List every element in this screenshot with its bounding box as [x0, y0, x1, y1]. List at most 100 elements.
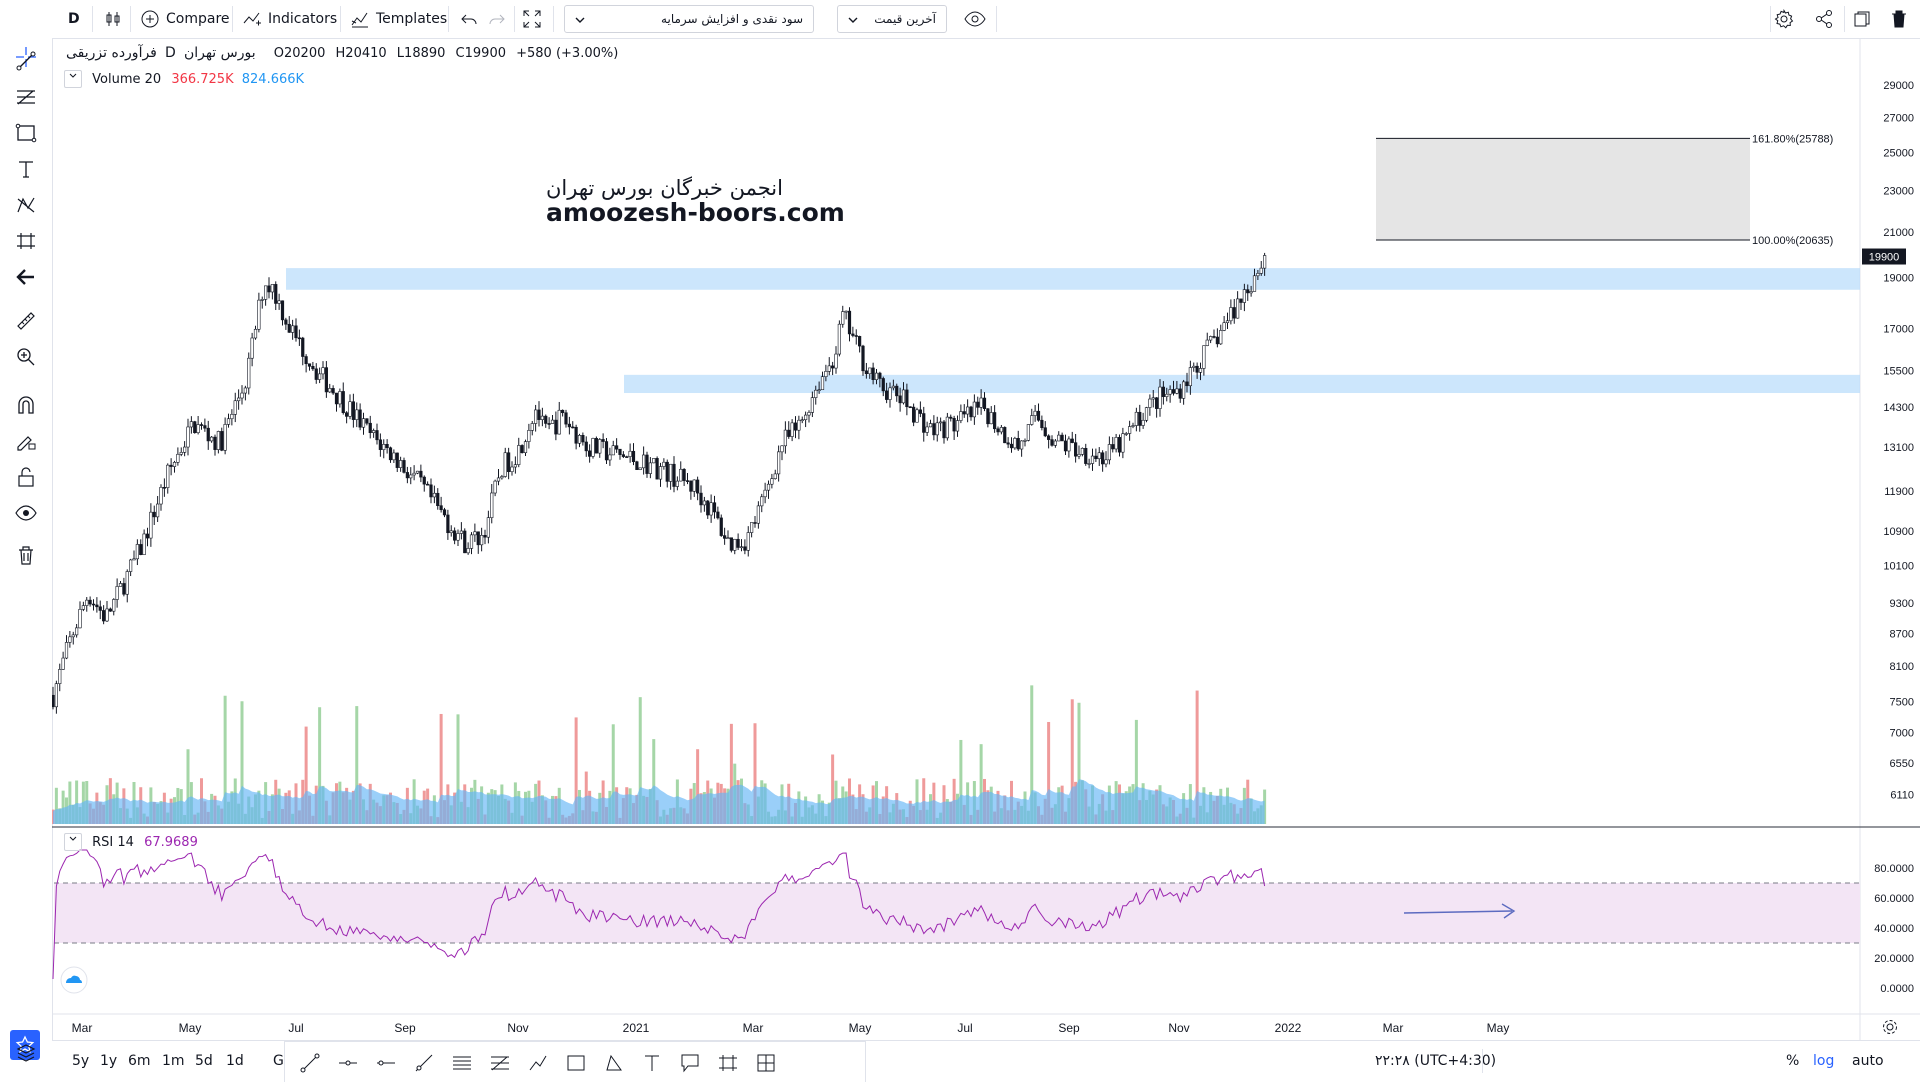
chart-type-button[interactable] [104, 5, 122, 33]
range-5d[interactable]: 5d [195, 1053, 213, 1069]
quick-rectangle[interactable] [563, 1050, 589, 1076]
range-1y[interactable]: 1y [100, 1053, 118, 1069]
quick-callout[interactable] [677, 1050, 703, 1076]
share-button[interactable] [1814, 5, 1834, 33]
zoom-tool[interactable] [13, 344, 39, 370]
quick-triangle[interactable] [601, 1050, 627, 1076]
candle-body [297, 337, 301, 340]
price-tick-label: 9300 [1890, 598, 1914, 610]
object-tree-button[interactable] [13, 1040, 39, 1066]
goto-date-button[interactable]: G [273, 1053, 284, 1069]
chart-area[interactable]: 161.80%(25788) 100.00%(20635) 29000 27000… [52, 38, 1920, 1040]
stay-drawing-tool[interactable] [13, 428, 39, 454]
candle [1188, 360, 1192, 395]
remove-drawings-tool[interactable] [13, 542, 39, 568]
candle [422, 475, 426, 492]
candle [908, 406, 912, 409]
candle-body [415, 470, 420, 474]
candle [338, 388, 342, 408]
range-1d[interactable]: 1d [226, 1053, 244, 1069]
rsi-trend-line [1403, 910, 1513, 914]
candle [399, 456, 403, 472]
candle-body [230, 414, 234, 420]
redo-button[interactable] [488, 5, 506, 33]
symbol-label[interactable]: فرآورده تزریقی [66, 45, 157, 61]
candle-body [631, 450, 636, 463]
back-tool[interactable] [13, 264, 39, 290]
rsi-axis[interactable]: 80.0000 60.0000 40.0000 20.0000 0.0000 [1874, 863, 1914, 995]
price-source-dropdown[interactable]: آخرین قیمت [837, 5, 947, 33]
candle-body [1023, 440, 1027, 442]
trend-line-tool[interactable] [13, 48, 39, 74]
lock-tool[interactable] [13, 464, 39, 490]
measure-tool[interactable] [13, 308, 39, 334]
interval-button[interactable]: D [68, 5, 80, 33]
candle-body [183, 446, 187, 453]
visibility-button[interactable] [964, 5, 986, 33]
undo-button[interactable] [460, 5, 478, 33]
compare-button[interactable]: Compare [140, 5, 230, 33]
candle [476, 531, 480, 554]
fib-extension-box[interactable] [1376, 138, 1750, 240]
quick-text[interactable] [639, 1050, 665, 1076]
candle-body [834, 353, 838, 369]
quick-date-range[interactable] [715, 1050, 741, 1076]
shape-tool[interactable] [13, 120, 39, 146]
range-5y[interactable]: 5y [72, 1053, 90, 1069]
percent-scale-toggle[interactable]: % [1786, 1053, 1800, 1069]
quick-trend-line[interactable] [297, 1050, 323, 1076]
candle-body [770, 478, 774, 485]
fullscreen-button[interactable] [522, 5, 542, 33]
clock-timezone[interactable]: ۲۲:۲۸ (UTC+4:30) [1375, 1053, 1497, 1069]
axis-settings-button[interactable] [1883, 1020, 1897, 1034]
log-scale-toggle[interactable]: log [1813, 1053, 1835, 1069]
quick-price-range[interactable] [753, 1050, 779, 1076]
candle-body [179, 452, 183, 455]
support-zone[interactable] [624, 374, 1860, 394]
candle-body [1171, 389, 1176, 394]
crosshair-tool[interactable] [13, 44, 39, 70]
quick-horizontal-line[interactable] [335, 1050, 361, 1076]
rsi-band [54, 883, 1860, 943]
auto-scale-toggle[interactable]: auto [1852, 1053, 1884, 1069]
collapse-rsi-button[interactable] [64, 833, 82, 851]
candle-body [1094, 455, 1098, 460]
candle [557, 401, 561, 435]
resistance-zone[interactable] [286, 268, 1860, 290]
chart-canvas[interactable]: 161.80%(25788) 100.00%(20635) 29000 27000… [52, 38, 1920, 1040]
candle-body [223, 424, 227, 451]
candle-body [1155, 397, 1159, 409]
candle [442, 507, 447, 518]
pattern-tool[interactable] [13, 192, 39, 218]
collapse-volume-button[interactable] [64, 70, 82, 88]
indicators-button[interactable]: Indicators [242, 5, 337, 33]
quick-fib[interactable] [487, 1050, 513, 1076]
candle-body [895, 385, 899, 397]
range-6m[interactable]: 6m [128, 1053, 151, 1069]
hide-tool[interactable] [13, 500, 39, 526]
quick-horizontal-ray[interactable] [373, 1050, 399, 1076]
snapshot-button[interactable] [1852, 5, 1872, 33]
fib-tool[interactable] [13, 84, 39, 110]
cloud-badge[interactable] [60, 966, 88, 994]
unlock-icon [18, 467, 34, 487]
range-1m[interactable]: 1m [162, 1053, 185, 1069]
price-axis[interactable]: 29000 27000 25000 23000 21000 19000 17000 15500… [1883, 80, 1914, 802]
delete-button[interactable] [1890, 5, 1908, 33]
prediction-tool[interactable] [13, 228, 39, 254]
quick-parallel-channel[interactable] [449, 1050, 475, 1076]
candle [1050, 435, 1054, 447]
time-axis[interactable]: Mar May Jul Sep Nov 2021 Mar May Jul Sep Nov 2022 Ma… [72, 1021, 1510, 1035]
text-tool[interactable] [13, 156, 39, 182]
quick-path[interactable] [525, 1050, 551, 1076]
rsi-trend-arrow[interactable] [1403, 903, 1516, 919]
quick-ray[interactable] [411, 1050, 437, 1076]
candle [355, 402, 359, 428]
candle [1242, 283, 1246, 312]
magnet-tool[interactable] [13, 392, 39, 418]
study-dropdown[interactable]: سود نقدی و افزایش سرمایه [564, 5, 814, 33]
candle [952, 415, 956, 440]
settings-button[interactable] [1774, 5, 1794, 33]
templates-button[interactable]: Templates [350, 5, 447, 33]
candle-body [432, 492, 436, 498]
